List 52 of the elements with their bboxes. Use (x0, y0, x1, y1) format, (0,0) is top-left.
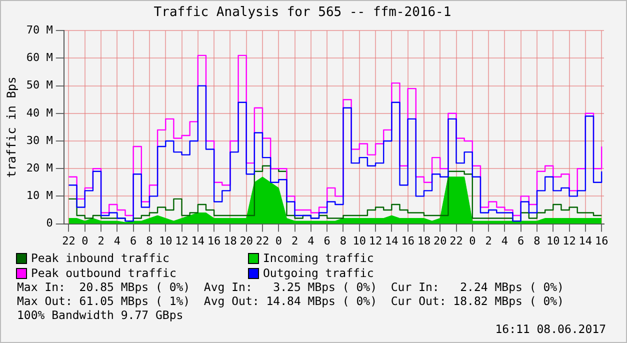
y-tick-label: 50 M (26, 78, 54, 92)
x-tick-label: 16 (594, 234, 608, 248)
x-tick-label: 20 (240, 234, 253, 248)
legend-label: Peak outbound traffic (31, 266, 176, 280)
text: 16:11 08.06.2017 (494, 322, 606, 336)
y-tick-label: 40 M (26, 106, 54, 120)
x-tick-label: 16 (401, 234, 414, 248)
x-tick-label: 10 (158, 234, 172, 248)
text: Max In: 20.85 MBps ( 0%) Avg In: 3.25 MBps ( 0%) Cur In: 2.24 MBps ( 0%) (17, 280, 565, 294)
x-tick-label: 18 (224, 234, 237, 248)
x-tick-label: 6 (518, 234, 524, 248)
x-tick-label: 2 (291, 234, 298, 248)
x-tick-label: 4 (114, 234, 121, 248)
y-tick-label: 70 M (26, 23, 54, 36)
y-tick-label: 10 M (26, 189, 54, 202)
x-tick-label: 14 (385, 234, 399, 248)
x-tick-label: 18 (417, 234, 431, 248)
legend-label: Peak inbound traffic (31, 251, 170, 265)
x-tick-label: 8 (340, 234, 347, 248)
y-tick-label: 30 M (26, 134, 54, 147)
x-tick-label: 8 (146, 234, 153, 248)
x-tick-label: 10 (352, 234, 366, 248)
x-tick-label: 0 (275, 234, 282, 248)
x-tick-label: 8 (534, 234, 540, 248)
x-tick-label: 16 (207, 234, 221, 248)
text: Max Out: 61.05 MBps ( 1%) Avg Out: 14.84 MBps ( 0%) Cur Out: 18.82 MBps ( 0%) (17, 294, 565, 308)
legend-label: Incoming traffic (263, 251, 374, 265)
x-tick-label: 6 (130, 234, 137, 248)
x-tick-label: 12 (562, 234, 576, 248)
x-tick-label: 4 (501, 234, 508, 248)
x-tick-label: 14 (191, 234, 205, 248)
y-tick-label: 0 (46, 216, 53, 230)
text: 100% Bandwidth 9.77 GBps (17, 308, 184, 322)
x-tick-label: 22 (62, 234, 76, 248)
x-tick-label: 22 (450, 234, 463, 248)
x-tick-label: 12 (368, 234, 382, 248)
x-tick-label: 12 (175, 234, 188, 248)
chart-title: Traffic Analysis for 565 -- ffm-2016-1 (154, 5, 452, 20)
y-tick-label: 60 M (26, 51, 54, 64)
x-tick-label: 0 (469, 234, 476, 248)
legend-label: Outgoing traffic (263, 266, 374, 280)
x-tick-label: 10 (546, 234, 560, 248)
x-tick-label: 14 (578, 234, 592, 248)
y-axis-title: traffic in Bps (4, 76, 18, 178)
x-tick-label: 22 (256, 234, 270, 248)
y-tick-label: 20 M (26, 161, 54, 174)
x-tick-label: 6 (324, 234, 330, 248)
x-tick-label: 0 (82, 234, 88, 248)
x-tick-label: 2 (98, 234, 104, 248)
x-tick-label: 2 (485, 234, 492, 248)
x-tick-label: 4 (308, 234, 315, 248)
x-tick-label: 20 (433, 234, 447, 248)
